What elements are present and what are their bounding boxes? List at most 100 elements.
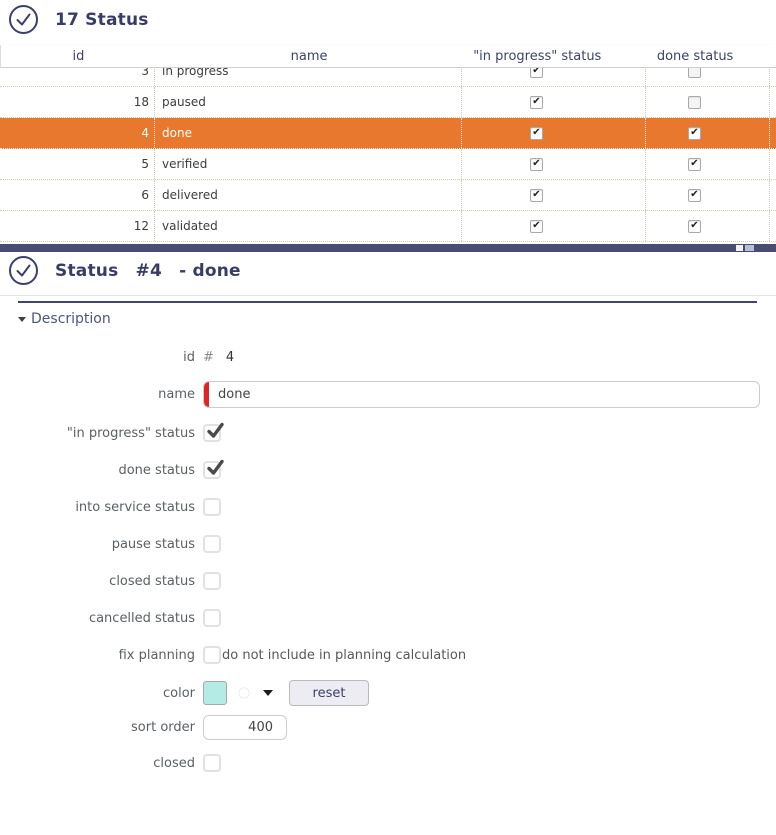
fix-planning-label: fix planning: [118, 647, 195, 663]
cell-extra: [770, 87, 776, 117]
cell-extra: [770, 118, 776, 148]
in-progress-checkbox[interactable]: [530, 219, 543, 233]
light-divider: [0, 295, 776, 296]
cell-id: 5: [0, 149, 155, 179]
in-progress-checkbox[interactable]: [530, 157, 543, 171]
cell-extra: [770, 180, 776, 210]
description-section-label: Description: [31, 311, 111, 327]
name-label: name: [158, 387, 195, 402]
closed-status-label: closed status: [109, 573, 195, 589]
column-header-id[interactable]: id: [72, 48, 85, 64]
pause-status-row: pause status: [0, 535, 776, 553]
cell-name: in progress: [155, 68, 462, 86]
horizontal-scrollbar[interactable]: [0, 244, 776, 252]
detail-title-id: #4: [135, 260, 162, 281]
column-header-in-progress[interactable]: "in progress" status: [473, 48, 602, 64]
cell-id: 18: [0, 87, 155, 117]
status-detail-form: id # 4 name "in progress" status: [0, 348, 776, 772]
color-wheel-icon[interactable]: [232, 681, 256, 705]
cell-id: 6: [0, 180, 155, 210]
in-progress-checkbox[interactable]: [530, 95, 543, 109]
detail-title: Status #4 - done: [55, 261, 241, 281]
closed-status-checkbox[interactable]: [203, 572, 221, 590]
done-checkbox[interactable]: [688, 68, 701, 78]
cancelled-status-label: cancelled status: [88, 610, 195, 626]
in-progress-status-label: "in progress" status: [66, 425, 195, 441]
cancelled-status-row: cancelled status: [0, 609, 776, 627]
closed-row: closed: [0, 754, 776, 772]
done-checkbox[interactable]: [688, 188, 701, 202]
sort-order-label: sort order: [131, 720, 195, 735]
cell-extra: [770, 149, 776, 179]
closed-checkbox[interactable]: [203, 754, 221, 772]
detail-title-entity: Status: [55, 260, 119, 281]
done-checkbox[interactable]: [688, 126, 701, 140]
cell-id: 12: [0, 211, 155, 241]
detail-title-name: - done: [179, 260, 241, 281]
check-circle-icon: [9, 5, 38, 34]
description-section-toggle[interactable]: Description: [18, 311, 111, 327]
table-row[interactable]: 6 delivered: [0, 180, 776, 211]
in-progress-checkbox[interactable]: [530, 68, 543, 78]
check-circle-icon: [9, 256, 38, 285]
id-hash-prefix: #: [203, 349, 214, 365]
dark-divider: [18, 301, 757, 303]
cell-id: 3: [0, 68, 155, 86]
table-header-row: id name "in progress" status done status: [0, 45, 776, 68]
sort-order-input[interactable]: [203, 715, 287, 740]
table-row[interactable]: 12 validated: [0, 211, 776, 242]
status-table: id name "in progress" status done status…: [0, 45, 776, 242]
done-checkbox[interactable]: [688, 219, 701, 233]
closed-label: closed: [153, 755, 195, 771]
color-label: color: [162, 685, 195, 701]
reset-color-button[interactable]: reset: [289, 680, 369, 706]
cancelled-status-checkbox[interactable]: [203, 609, 221, 627]
fix-planning-row: fix planning do not include in planning …: [0, 646, 776, 664]
done-status-checkbox[interactable]: [203, 459, 224, 479]
done-checkbox[interactable]: [688, 157, 701, 171]
cell-name: verified: [155, 149, 462, 179]
id-label: id: [183, 349, 195, 365]
into-service-status-row: into service status: [0, 498, 776, 516]
in-progress-status-row: "in progress" status: [0, 422, 776, 442]
fix-planning-checkbox[interactable]: [203, 646, 221, 664]
table-row[interactable]: 5 verified: [0, 149, 776, 180]
name-input[interactable]: [203, 381, 760, 408]
id-field-row: id # 4: [0, 348, 776, 366]
collapse-triangle-icon: [18, 317, 26, 322]
color-swatch[interactable]: [203, 681, 227, 705]
table-row[interactable]: 4 done: [0, 118, 776, 149]
cell-extra: [770, 68, 776, 86]
list-section-header: 17 Status: [8, 4, 149, 35]
status-table-body: 3 in progress 18 paused 4 done 5 verifie…: [0, 68, 776, 242]
name-field-row: name: [0, 381, 776, 408]
in-progress-checkbox[interactable]: [530, 126, 543, 140]
done-checkbox[interactable]: [688, 95, 701, 109]
done-status-label: done status: [118, 462, 195, 478]
color-field-row: color reset: [0, 680, 776, 706]
closed-status-row: closed status: [0, 572, 776, 590]
cell-name: paused: [155, 87, 462, 117]
column-header-done[interactable]: done status: [656, 48, 734, 64]
scrollbar-button-right[interactable]: [745, 245, 754, 251]
id-value: 4: [225, 349, 235, 365]
color-dropdown-caret-icon[interactable]: [263, 690, 273, 696]
table-row[interactable]: 18 paused: [0, 87, 776, 118]
page-title: 17 Status: [55, 9, 149, 30]
in-progress-status-checkbox[interactable]: [203, 422, 224, 442]
fix-planning-note: do not include in planning calculation: [222, 647, 467, 663]
into-service-status-label: into service status: [75, 499, 195, 515]
sort-order-row: sort order: [0, 715, 776, 740]
cell-id: 4: [0, 118, 155, 148]
column-header-name[interactable]: name: [290, 48, 328, 64]
in-progress-checkbox[interactable]: [530, 188, 543, 202]
table-row[interactable]: 3 in progress: [0, 68, 776, 87]
cell-name: validated: [155, 211, 462, 241]
pause-status-checkbox[interactable]: [203, 535, 221, 553]
into-service-status-checkbox[interactable]: [203, 498, 221, 516]
detail-section-header: Status #4 - done: [8, 255, 241, 286]
cell-name: delivered: [155, 180, 462, 210]
scrollbar-button-left[interactable]: [736, 245, 743, 251]
cell-name: done: [155, 118, 462, 148]
